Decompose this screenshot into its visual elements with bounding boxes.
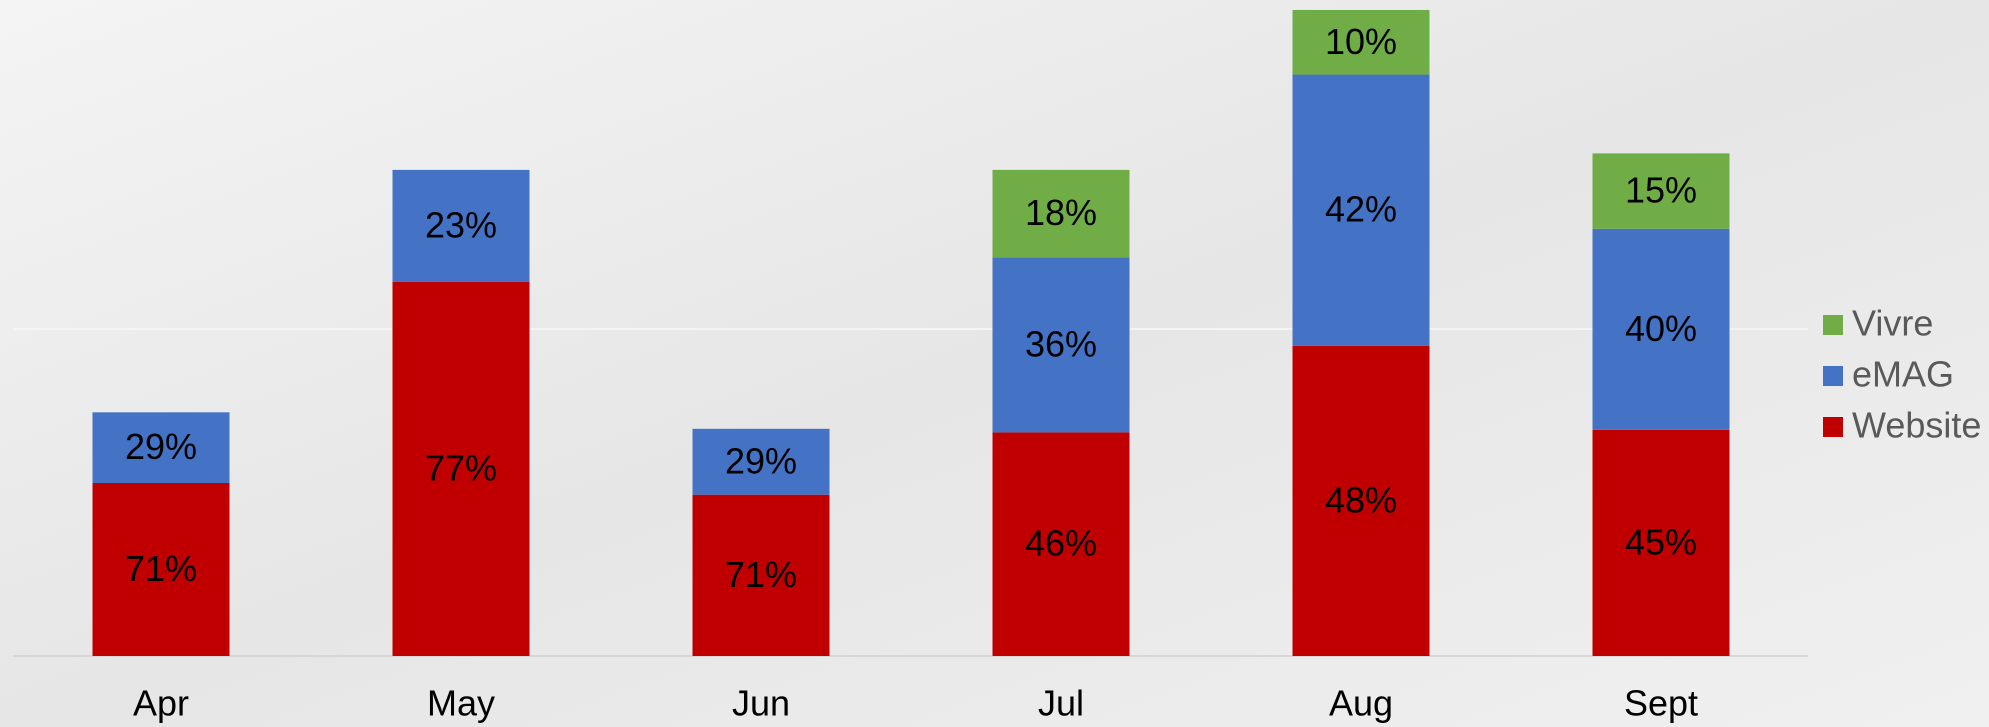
data-label: 42% [1325,189,1397,230]
data-label: 48% [1325,479,1397,520]
legend-swatch [1823,417,1843,437]
data-label: 23% [425,204,497,245]
bar-segment [1592,228,1730,430]
bar-segment [1292,9,1430,75]
bar-segment [692,428,830,495]
x-tick-label: May [427,683,495,724]
bar-segment [92,482,230,656]
x-tick-label: Apr [133,683,189,724]
bar-segment [1292,74,1430,346]
data-label: 29% [725,440,797,481]
bar-segment [92,412,230,483]
legend-swatch [1823,366,1843,386]
bar-segment [992,432,1130,656]
data-label: 71% [125,548,197,589]
legend-label: eMAG [1852,354,1954,395]
bar-segment [1592,429,1730,656]
bar-segment [1592,153,1730,229]
legend-label: Vivre [1852,303,1933,344]
x-tick-label: Jun [732,683,790,724]
data-label: 18% [1025,192,1097,233]
bar-segment [692,494,830,656]
data-label: 29% [125,426,197,467]
bar-segment [1292,345,1430,656]
data-label: 71% [725,554,797,595]
bar-segment [992,257,1130,433]
data-label: 46% [1025,523,1097,564]
x-tick-label: Jul [1038,683,1084,724]
data-label: 36% [1025,323,1097,364]
data-label: 15% [1625,170,1697,211]
bar-segment [392,281,530,656]
legend-swatch [1823,315,1843,335]
x-tick-label: Sept [1624,683,1698,724]
data-label: 40% [1625,308,1697,349]
legend-label: Website [1852,405,1981,446]
bar-segment [992,169,1130,258]
data-label: 77% [425,447,497,488]
data-label: 45% [1625,521,1697,562]
bar-segment [392,169,530,282]
data-label: 10% [1325,21,1397,62]
x-tick-label: Aug [1329,683,1393,724]
